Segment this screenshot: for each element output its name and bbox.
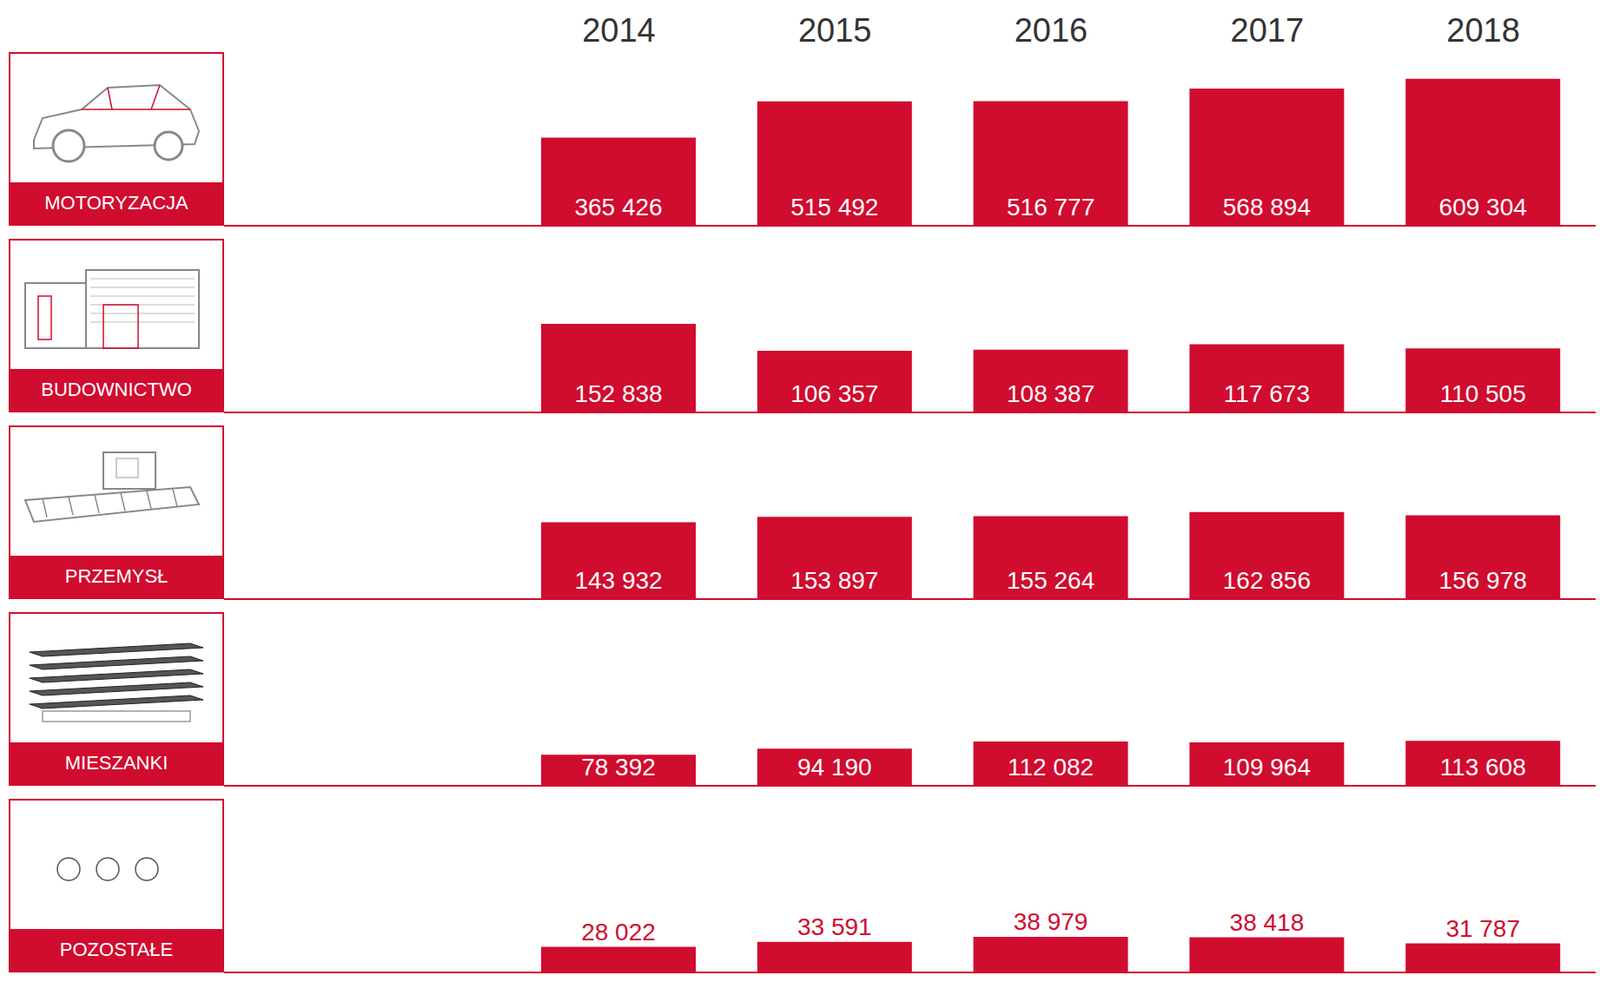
- svg-text:78 392: 78 392: [581, 753, 656, 781]
- svg-text:2016: 2016: [1014, 12, 1089, 49]
- html-text:MIESZANKI: MIESZANKI: [64, 752, 168, 774]
- svg-text:108 387: 108 387: [1006, 380, 1095, 408]
- svg-text:38 418: 38 418: [1229, 909, 1305, 937]
- svg-text:109 964: 109 964: [1223, 753, 1311, 781]
- svg-text:28 022: 28 022: [581, 919, 656, 946]
- svg-text:365 426: 365 426: [574, 193, 662, 221]
- svg-text:143 932: 143 932: [574, 567, 662, 595]
- svg-text:112 082: 112 082: [1007, 753, 1094, 781]
- html-text:PRZEMYSŁ: PRZEMYSŁ: [64, 565, 168, 588]
- svg-text:156 978: 156 978: [1439, 567, 1528, 595]
- html-text:POZOSTAŁE: POZOSTAŁE: [59, 938, 174, 961]
- svg-text:33 591: 33 591: [797, 913, 873, 941]
- svg-text:155 264: 155 264: [1006, 567, 1095, 595]
- svg-text:94 190: 94 190: [797, 753, 873, 781]
- svg-text:2018: 2018: [1446, 12, 1521, 49]
- html-text:BUDOWNICTWO: BUDOWNICTWO: [40, 378, 192, 401]
- svg-text:568 894: 568 894: [1223, 193, 1311, 221]
- svg-text:106 357: 106 357: [790, 380, 879, 408]
- svg-text:38 979: 38 979: [1013, 908, 1089, 936]
- svg-text:2017: 2017: [1230, 12, 1305, 49]
- svg-text:515 492: 515 492: [790, 193, 879, 221]
- svg-text:153 897: 153 897: [790, 567, 879, 595]
- svg-text:2014: 2014: [581, 12, 656, 49]
- svg-text:152 838: 152 838: [574, 380, 662, 408]
- svg-text:2015: 2015: [798, 12, 873, 49]
- svg-text:516 777: 516 777: [1006, 193, 1095, 221]
- html-text:MOTORYZACJA: MOTORYZACJA: [44, 191, 189, 214]
- svg-text:162 856: 162 856: [1223, 567, 1311, 595]
- svg-text:110 505: 110 505: [1440, 380, 1527, 408]
- svg-text:609 304: 609 304: [1439, 193, 1528, 221]
- svg-text:113 608: 113 608: [1440, 753, 1527, 781]
- svg-text:31 787: 31 787: [1445, 915, 1521, 943]
- svg-text:117 673: 117 673: [1223, 380, 1310, 408]
